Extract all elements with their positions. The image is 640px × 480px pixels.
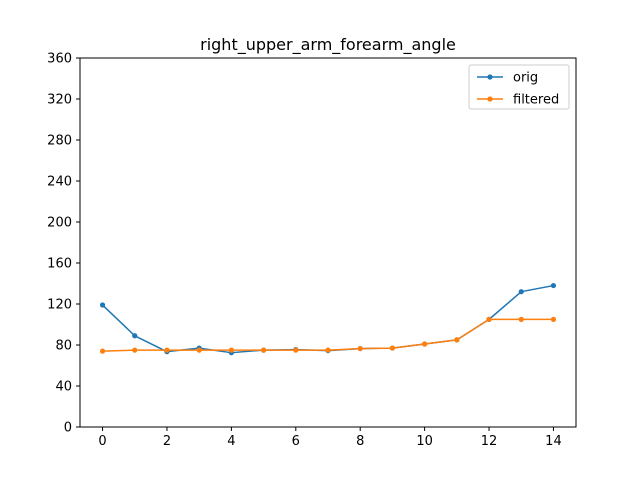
data-point-filtered [164, 347, 170, 353]
data-point-orig [99, 302, 106, 308]
legend-swatch-marker [487, 74, 493, 80]
legend-item-orig: orig [477, 71, 538, 86]
legend-swatch-marker [487, 96, 493, 102]
x-tick-label: 10 [416, 434, 433, 449]
y-tick-label: 40 [55, 380, 72, 395]
data-point-filtered [389, 345, 396, 351]
legend-box [468, 64, 570, 110]
data-point-filtered [293, 347, 299, 353]
data-point-filtered [357, 345, 363, 352]
legend-label: filtered [513, 93, 559, 108]
data-point-filtered [325, 347, 331, 353]
data-point-filtered [550, 316, 557, 322]
y-tick-label: 360 [47, 52, 72, 67]
y-tick-label: 320 [47, 93, 72, 108]
y-tick-label: 0 [64, 421, 72, 436]
y-tick-label: 200 [47, 216, 72, 231]
x-tick-label: 0 [98, 434, 106, 449]
x-tick-label: 6 [292, 434, 300, 449]
data-point-filtered [99, 348, 106, 354]
chart-title: right_upper_arm_forearm_angle [200, 35, 456, 55]
series-layer [99, 282, 557, 356]
x-tick-label: 14 [545, 434, 562, 449]
data-point-filtered [228, 347, 234, 353]
data-point-filtered [518, 316, 524, 322]
y-tick-label: 160 [47, 257, 72, 272]
x-tick-label: 8 [356, 434, 364, 449]
legend: orig filtered [468, 64, 570, 110]
legend-label: orig [513, 71, 538, 86]
data-point-filtered [132, 347, 138, 353]
data-point-filtered [260, 347, 267, 353]
x-tick-label: 12 [481, 434, 498, 449]
y-tick-label: 280 [47, 134, 72, 149]
series-filtered [99, 316, 557, 354]
data-point-filtered [486, 316, 492, 322]
data-point-orig [550, 282, 557, 289]
x-tick-label: 2 [163, 434, 171, 449]
x-axis: 0 2 4 6 8 10 12 14 [98, 427, 562, 449]
x-tick-label: 4 [227, 434, 235, 449]
data-point-filtered [454, 337, 460, 343]
legend-item-filtered: filtered [477, 93, 559, 108]
y-tick-label: 240 [47, 175, 72, 190]
plot-frame [79, 57, 577, 428]
data-point-orig [518, 289, 524, 295]
data-point-filtered [422, 341, 428, 347]
y-tick-label: 80 [55, 339, 72, 354]
y-tick-label: 120 [47, 298, 72, 313]
data-point-filtered [196, 347, 202, 353]
y-axis: 0 40 80 120 160 200 240 280 320 360 [47, 52, 80, 436]
data-point-orig [132, 333, 138, 339]
